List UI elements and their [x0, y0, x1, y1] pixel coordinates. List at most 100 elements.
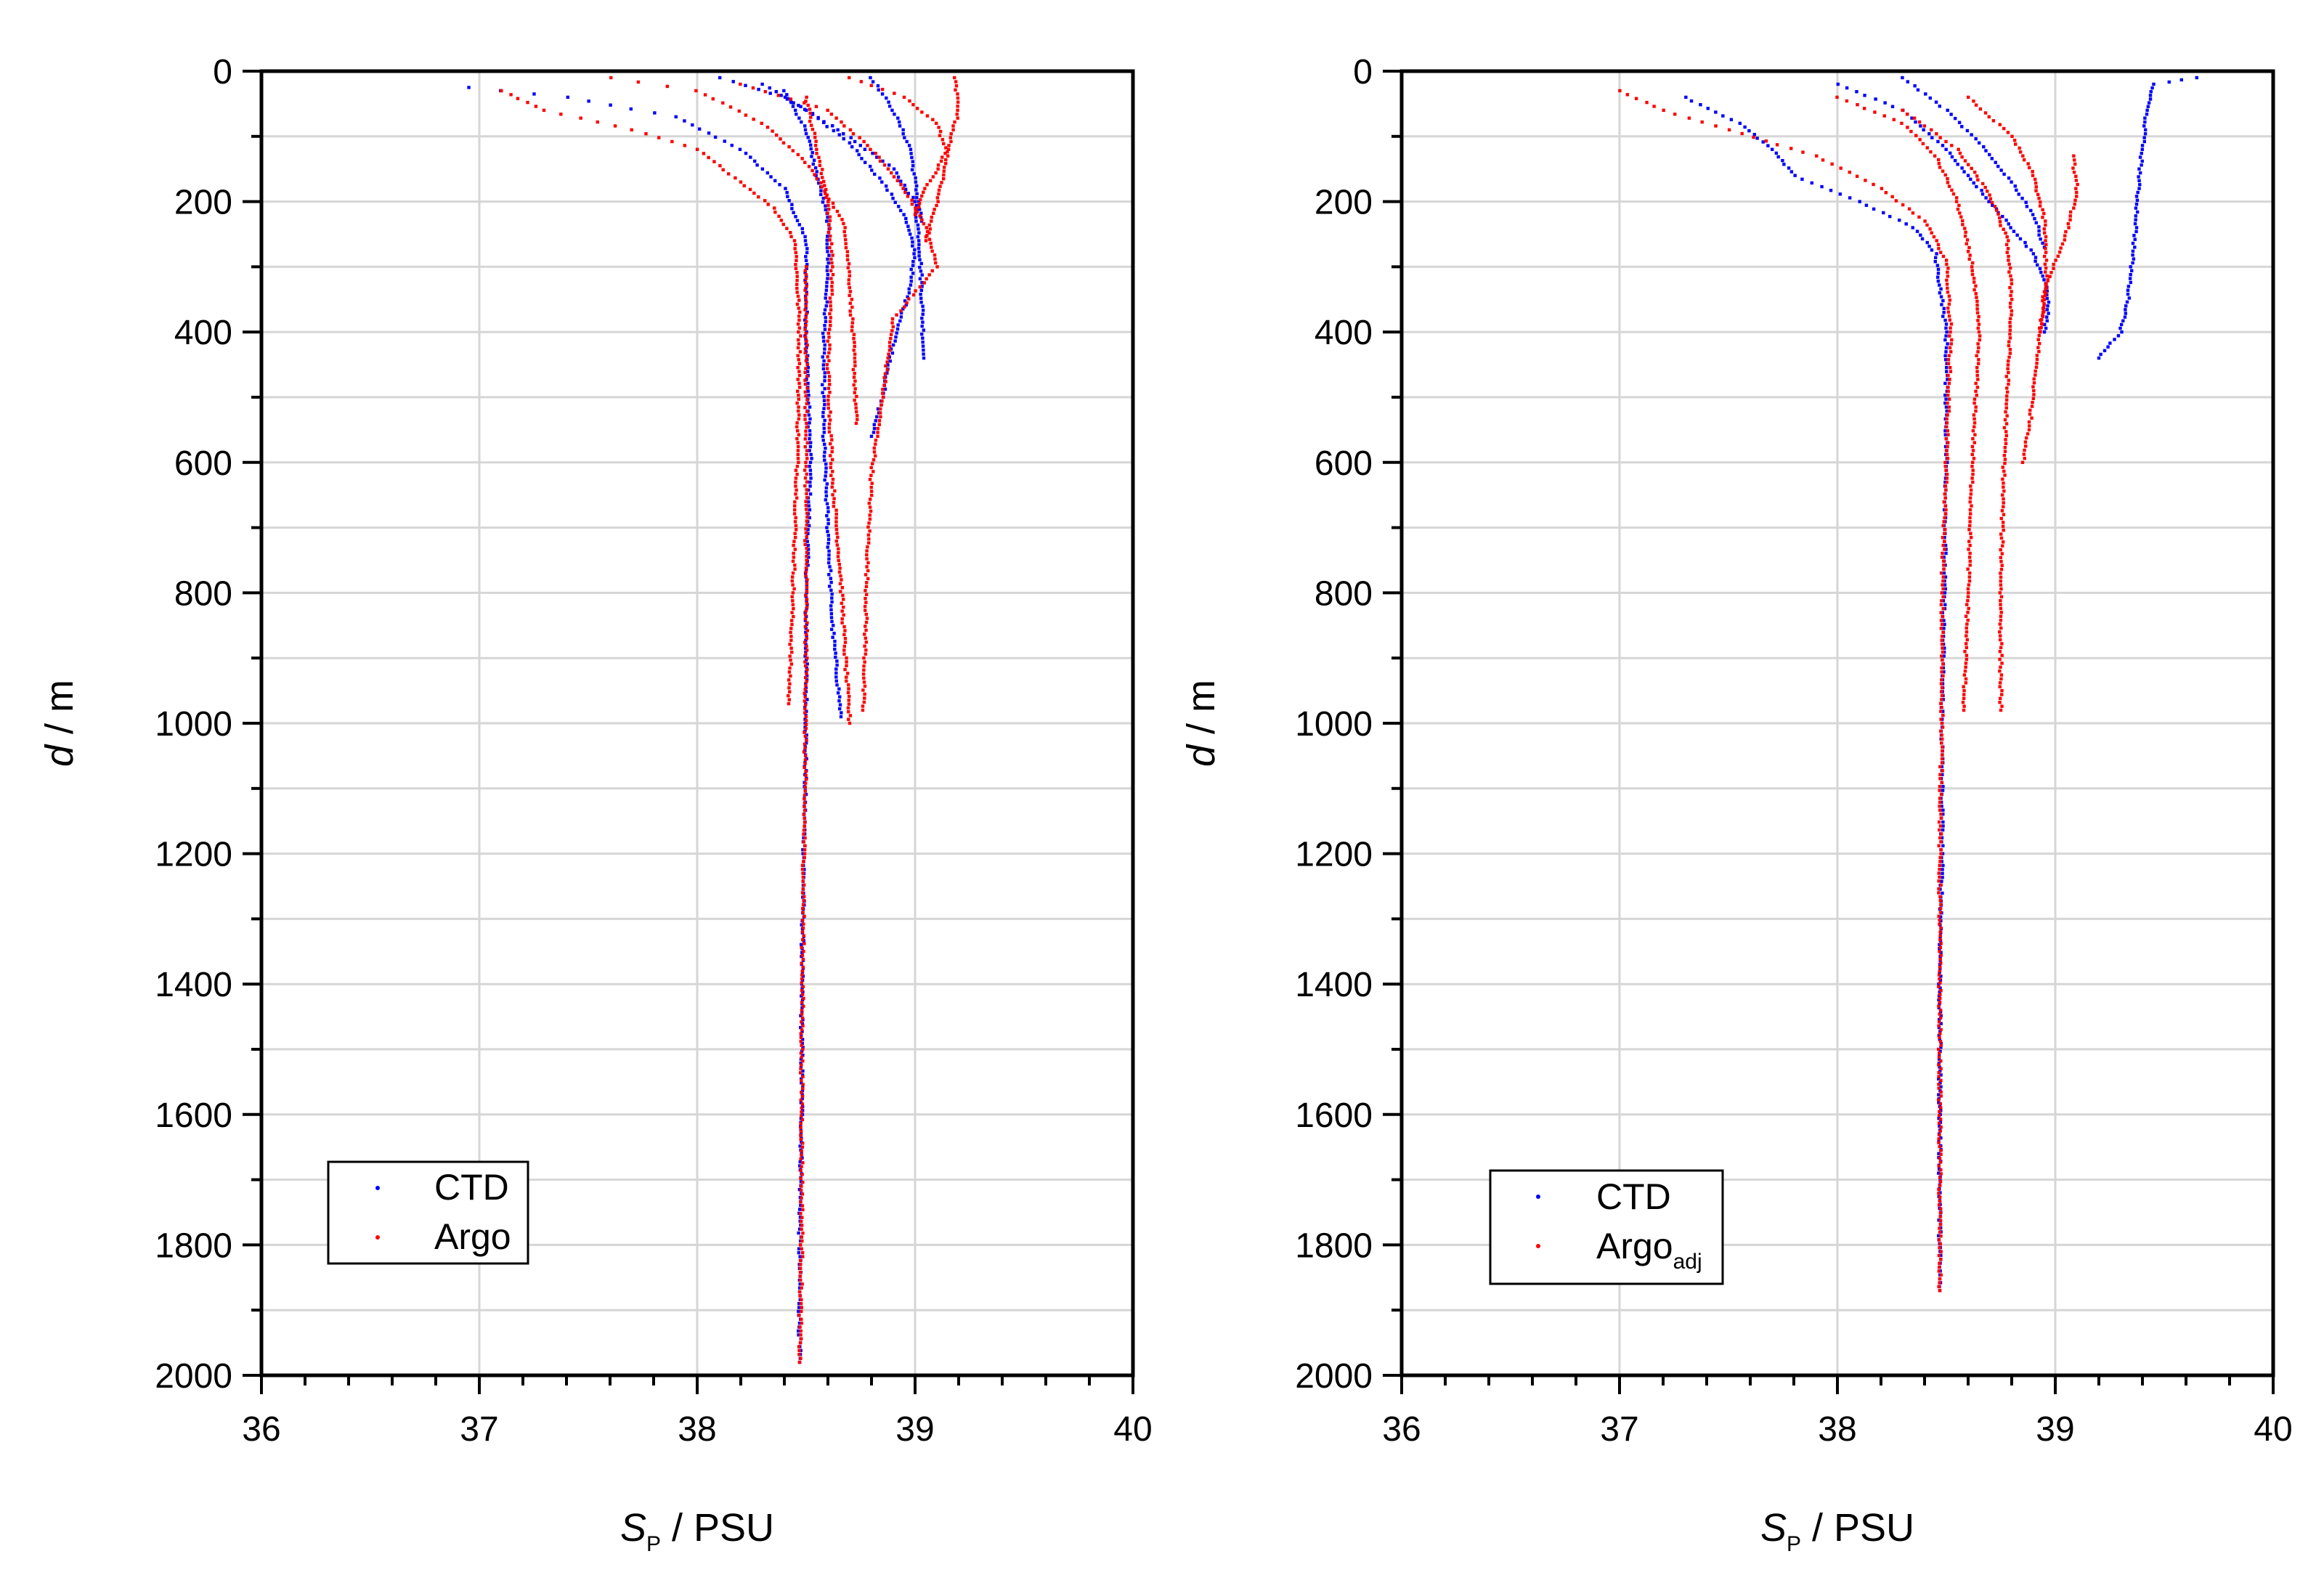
data-point-argo — [803, 801, 807, 805]
data-point-ctd — [1771, 147, 1774, 151]
data-point-ctd — [823, 418, 826, 423]
data-point-argoadj — [1939, 611, 1943, 614]
data-point-argoadj — [1940, 666, 1943, 670]
data-point-argoadj — [1946, 290, 1950, 294]
data-point-argo — [800, 1110, 803, 1114]
data-point-argo — [865, 616, 869, 620]
data-point-argoadj — [1965, 242, 1969, 245]
data-point-argo — [763, 90, 768, 94]
data-point-argoadj — [1964, 230, 1967, 235]
data-point-argo — [890, 171, 893, 175]
data-point-ctd — [920, 285, 924, 288]
data-point-argo — [884, 364, 887, 368]
data-point-argo — [559, 113, 563, 116]
data-point-ctd — [1984, 149, 1988, 152]
data-point-argo — [854, 421, 858, 426]
data-point-argo — [804, 265, 808, 269]
data-point-ctd — [800, 1022, 805, 1025]
data-point-argoadj — [1998, 630, 2002, 634]
data-point-argoadj — [2037, 196, 2041, 200]
data-point-ctd — [909, 279, 913, 283]
data-point-argoadj — [1971, 449, 1975, 452]
data-point-argo — [865, 549, 869, 553]
data-point-ctd — [911, 244, 914, 248]
data-point-ctd — [801, 1053, 805, 1057]
data-point-ctd — [895, 327, 900, 331]
data-point-argo — [800, 1216, 804, 1219]
data-point-argo — [805, 637, 809, 640]
data-point-argo — [805, 312, 808, 316]
data-point-argoadj — [1938, 918, 1941, 922]
data-point-argo — [805, 632, 808, 637]
data-point-argo — [804, 531, 808, 534]
data-point-argo — [853, 344, 856, 349]
data-point-ctd — [825, 265, 829, 269]
data-point-ctd — [1937, 1101, 1941, 1104]
data-point-ctd — [1937, 1061, 1941, 1065]
data-point-argo — [908, 99, 911, 103]
data-point-argoadj — [1941, 658, 1944, 662]
data-point-argoadj — [1966, 567, 1970, 571]
data-point-argo — [794, 263, 797, 266]
data-point-argoadj — [1937, 1113, 1941, 1118]
data-point-argo — [805, 508, 808, 511]
data-point-argoadj — [1938, 1156, 1942, 1160]
data-point-argo — [827, 198, 831, 201]
data-point-ctd — [922, 348, 925, 352]
data-point-argo — [835, 209, 840, 213]
data-point-ctd — [797, 1329, 800, 1333]
data-point-ctd — [800, 1030, 804, 1033]
data-point-argo — [797, 298, 801, 302]
data-point-ctd — [906, 192, 910, 195]
data-point-argo — [797, 330, 800, 334]
data-point-ctd — [1752, 133, 1757, 137]
data-point-ctd — [921, 336, 925, 340]
data-point-ctd — [2131, 249, 2135, 253]
data-point-argoadj — [2010, 313, 2013, 317]
data-point-argo — [903, 305, 906, 309]
data-point-ctd — [826, 235, 829, 238]
data-point-argoadj — [2054, 259, 2057, 262]
data-point-argoadj — [2031, 396, 2036, 400]
data-point-argo — [803, 288, 807, 292]
data-point-ctd — [2029, 208, 2033, 213]
data-point-argo — [863, 692, 866, 696]
data-point-argo — [796, 378, 800, 381]
data-point-argo — [917, 201, 922, 205]
data-point-argo — [798, 350, 803, 354]
data-point-argo — [609, 76, 613, 80]
data-point-ctd — [809, 476, 813, 480]
data-point-argoadj — [2041, 306, 2046, 309]
data-point-ctd — [805, 622, 808, 627]
data-point-ctd — [1810, 181, 1814, 185]
data-point-ctd — [1888, 214, 1892, 219]
data-point-argoadj — [1988, 193, 1991, 197]
data-point-argo — [871, 458, 876, 462]
data-point-argo — [792, 556, 796, 559]
data-point-argoadj — [1999, 595, 2004, 598]
data-point-argo — [792, 512, 797, 516]
data-point-ctd — [911, 240, 914, 244]
data-point-ctd — [1943, 401, 1947, 405]
data-point-ctd — [2143, 132, 2148, 136]
data-point-argoadj — [2052, 262, 2055, 266]
data-point-ctd — [826, 261, 830, 265]
data-point-ctd — [922, 352, 925, 356]
data-point-argoadj — [1946, 386, 1950, 389]
data-point-ctd — [803, 239, 808, 243]
data-point-ctd — [797, 1302, 801, 1306]
data-point-argo — [787, 670, 792, 674]
data-point-ctd — [1941, 599, 1946, 603]
data-point-argoadj — [2041, 314, 2044, 317]
data-point-argoadj — [2004, 406, 2009, 410]
data-point-ctd — [2007, 222, 2010, 226]
data-point-argo — [804, 367, 808, 370]
data-point-argo — [800, 1224, 804, 1227]
data-point-ctd — [1969, 177, 1972, 182]
data-point-argoadj — [2007, 382, 2010, 386]
data-point-ctd — [819, 189, 823, 192]
data-point-argoadj — [1999, 665, 2002, 669]
data-point-argoadj — [1962, 673, 1967, 677]
data-point-ctd — [808, 472, 813, 476]
data-point-argoadj — [1999, 646, 2003, 650]
